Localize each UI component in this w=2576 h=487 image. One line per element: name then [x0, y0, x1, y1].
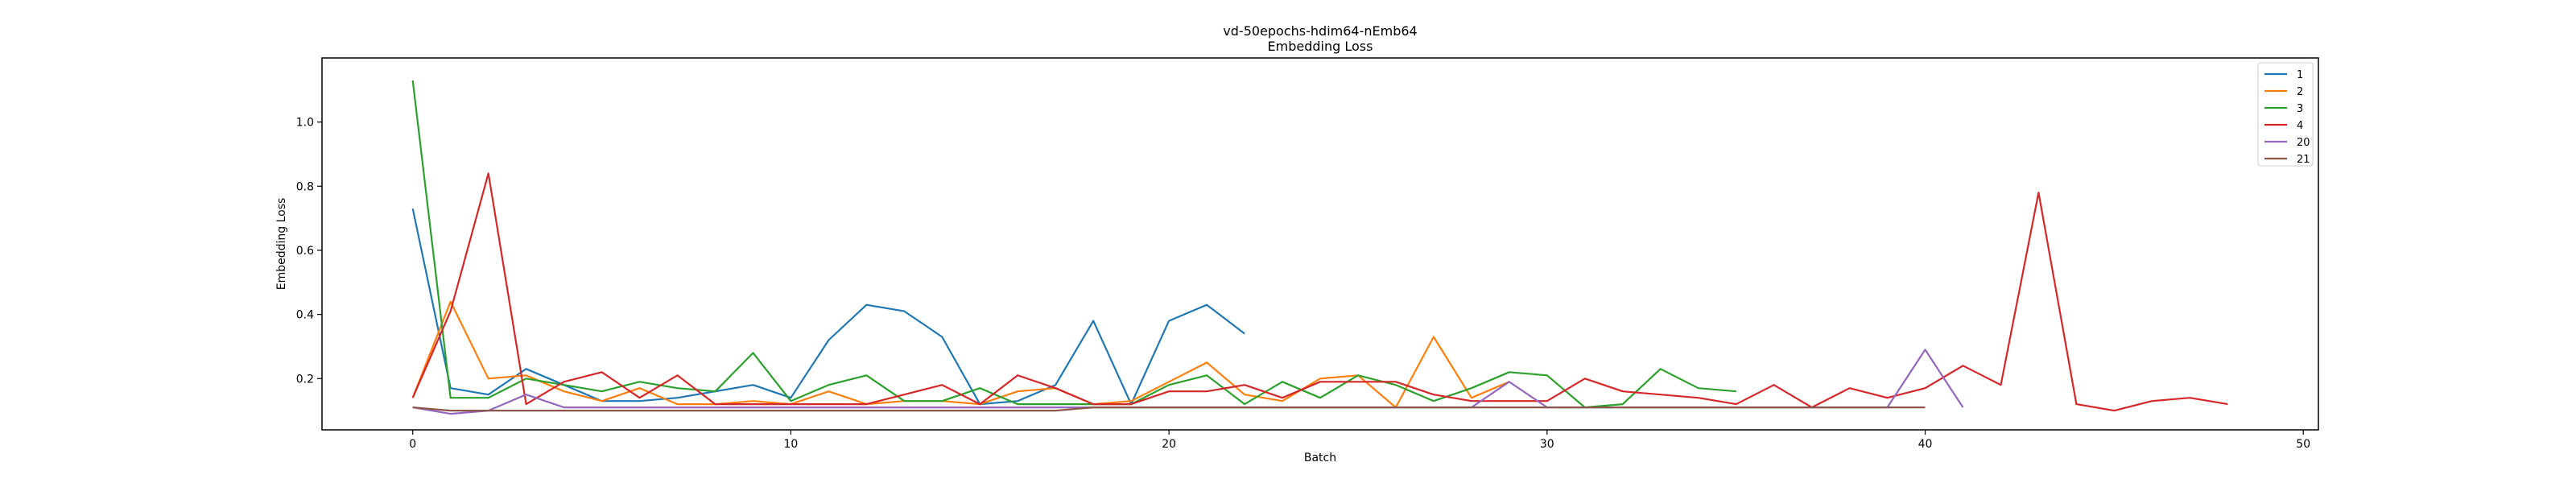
x-tick-label: 20: [1162, 438, 1176, 451]
y-tick-label: 0.6: [296, 245, 314, 258]
x-tick-label: 50: [2296, 438, 2310, 451]
x-tick-label: 40: [1918, 438, 1933, 451]
x-axis-label: Batch: [1304, 452, 1336, 464]
legend-item-1: 1: [2264, 69, 2303, 81]
legend-label: 1: [2297, 69, 2303, 81]
chart-subtitle: Embedding Loss: [1268, 39, 1373, 54]
chart-title: vd-50epochs-hdim64-nEmb64: [1223, 23, 1417, 39]
legend-box: [2257, 62, 2314, 167]
legend-label: 21: [2297, 154, 2310, 166]
legend-item-4: 4: [2264, 120, 2303, 132]
series-line-4: [411, 172, 2228, 412]
series-line-3: [411, 80, 1736, 409]
series-line-21: [412, 407, 1926, 412]
series-line-1: [411, 208, 1245, 406]
y-axis-label: Embedding Loss: [275, 198, 288, 291]
y-tick-label: 1.0: [296, 117, 314, 130]
legend: 1 2 3 4 20 21: [2257, 62, 2314, 167]
series-layer: [411, 80, 2228, 415]
legend-item-3: 3: [2264, 103, 2303, 115]
legend-label: 20: [2297, 137, 2310, 149]
y-tick-label: 0.2: [296, 373, 314, 386]
legend-item-21: 21: [2264, 154, 2310, 166]
series-line-20: [412, 349, 1964, 415]
legend-item-2: 2: [2264, 86, 2303, 98]
legend-label: 3: [2297, 103, 2303, 115]
x-tick-label: 0: [409, 438, 416, 451]
x-tick-label: 10: [784, 438, 799, 451]
x-axis: 0 10 20 30 40 50: [409, 430, 2310, 451]
legend-label: 2: [2297, 86, 2303, 98]
y-axis: 0.2 0.4 0.6 0.8 1.0: [296, 117, 322, 386]
plot-frame: [321, 57, 2319, 431]
y-tick-label: 0.4: [296, 309, 314, 322]
y-tick-label: 0.8: [296, 180, 314, 193]
legend-item-20: 20: [2264, 137, 2310, 149]
x-tick-label: 30: [1540, 438, 1554, 451]
legend-label: 4: [2297, 120, 2303, 132]
series-line-2: [411, 300, 1510, 409]
